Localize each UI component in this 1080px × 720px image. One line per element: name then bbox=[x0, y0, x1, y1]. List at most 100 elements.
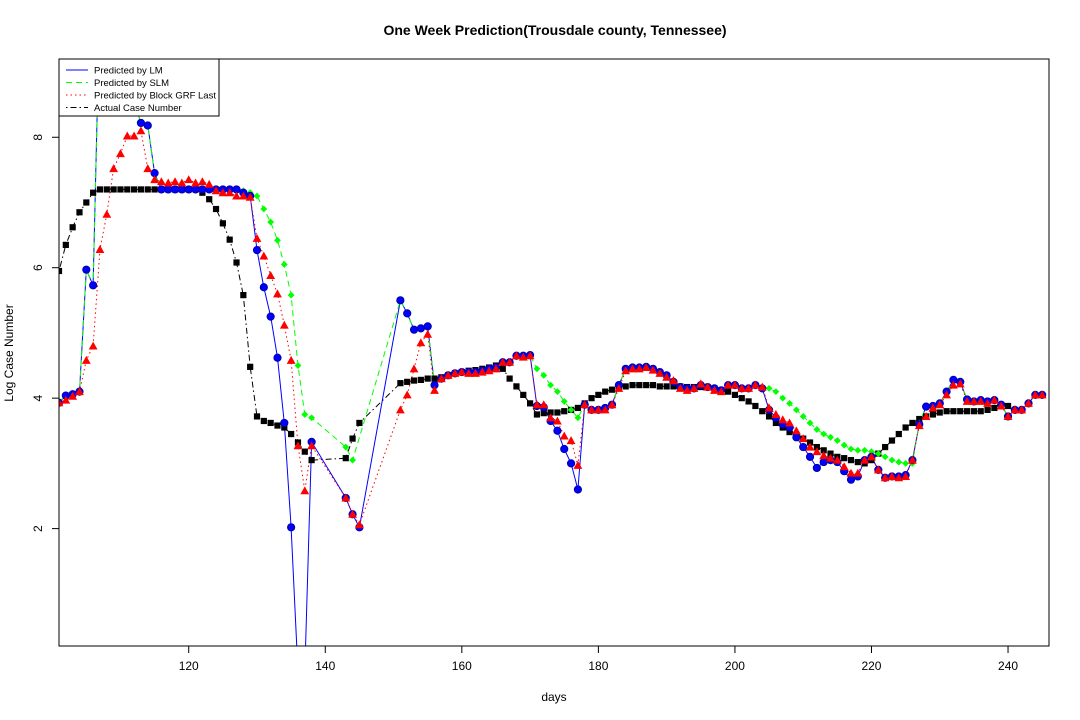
chart-title: One Week Prediction(Trousdale county, Te… bbox=[383, 22, 726, 38]
actual-point bbox=[410, 377, 418, 384]
grf-point bbox=[450, 368, 460, 377]
actual-point bbox=[431, 375, 438, 382]
actual-point bbox=[533, 411, 541, 418]
grf-point bbox=[600, 405, 610, 414]
lm-point bbox=[252, 246, 262, 255]
grf-point bbox=[928, 403, 938, 412]
grf-point bbox=[580, 400, 590, 409]
actual-point bbox=[397, 380, 404, 387]
actual-point bbox=[725, 388, 732, 395]
grf-point bbox=[143, 164, 153, 173]
grf-point bbox=[512, 351, 521, 360]
slm-point bbox=[253, 192, 261, 200]
grf-point bbox=[184, 175, 194, 184]
lm-point bbox=[273, 353, 282, 362]
grf-point bbox=[457, 367, 467, 376]
x-axis-label: days bbox=[541, 690, 566, 704]
actual-point bbox=[96, 186, 104, 193]
grf-point bbox=[716, 387, 726, 396]
grf-point bbox=[764, 403, 774, 412]
slm-point bbox=[267, 218, 275, 226]
y-axis-label: Log Case Number bbox=[2, 304, 16, 401]
lm-point bbox=[922, 402, 931, 411]
grf-point bbox=[491, 364, 501, 373]
slm-point bbox=[301, 411, 309, 418]
lm-point bbox=[280, 418, 289, 428]
grf-point bbox=[914, 421, 924, 430]
actual-point bbox=[281, 424, 288, 431]
actual-point bbox=[90, 189, 97, 196]
lm-point bbox=[184, 185, 193, 194]
plot-frame bbox=[58, 58, 1050, 647]
grf-point bbox=[157, 177, 166, 186]
grf-point bbox=[348, 509, 357, 518]
actual-point bbox=[670, 383, 677, 390]
grf-point bbox=[573, 460, 583, 469]
grf-point bbox=[232, 191, 241, 200]
grf-point bbox=[300, 486, 310, 495]
actual-point bbox=[417, 376, 424, 383]
actual-point bbox=[765, 413, 773, 420]
grf-point bbox=[191, 178, 200, 187]
actual-point bbox=[916, 415, 923, 423]
slm-point bbox=[308, 414, 316, 422]
grf-point bbox=[477, 367, 487, 376]
grf-point bbox=[170, 177, 180, 186]
grf-point bbox=[109, 164, 119, 173]
actual-point bbox=[226, 236, 233, 243]
slm-point bbox=[342, 443, 350, 451]
grf-point bbox=[498, 357, 508, 366]
actual-point bbox=[854, 458, 861, 466]
lm-point bbox=[805, 452, 815, 461]
lm-point bbox=[198, 185, 207, 194]
actual-point bbox=[936, 409, 943, 416]
grf-point bbox=[955, 379, 965, 388]
actual-point bbox=[151, 186, 158, 193]
grf-point bbox=[1024, 398, 1033, 407]
y-tick-label: 4 bbox=[31, 394, 45, 401]
actual-point bbox=[943, 408, 950, 415]
lm-point bbox=[409, 325, 419, 334]
lm-point bbox=[846, 475, 856, 484]
grf-point bbox=[539, 400, 549, 409]
grf-point bbox=[505, 357, 515, 366]
grf-point bbox=[225, 188, 235, 197]
grf-point bbox=[860, 455, 870, 464]
grf-point bbox=[81, 355, 91, 364]
grf-point bbox=[662, 372, 672, 381]
grf-point bbox=[525, 351, 535, 360]
actual-point bbox=[356, 419, 363, 427]
grf-point bbox=[730, 380, 740, 389]
slm-point bbox=[806, 419, 814, 427]
grf-point bbox=[61, 395, 71, 404]
slm-point bbox=[547, 381, 554, 389]
actual-point bbox=[629, 382, 636, 389]
grf-point bbox=[177, 178, 187, 187]
actual-point bbox=[404, 378, 411, 385]
grf-point bbox=[1030, 390, 1040, 399]
actual-point bbox=[247, 363, 254, 370]
grf-point bbox=[443, 370, 453, 379]
actual-point bbox=[1004, 402, 1012, 410]
grf-point bbox=[116, 149, 125, 158]
grf-point bbox=[402, 390, 412, 399]
grf-point bbox=[648, 365, 658, 374]
grf-point bbox=[75, 387, 84, 396]
actual-point bbox=[137, 186, 145, 193]
grf-point bbox=[791, 426, 801, 435]
grf-point bbox=[532, 400, 542, 409]
grf-point bbox=[150, 175, 159, 184]
actual-point bbox=[731, 391, 739, 398]
lm-point bbox=[423, 322, 432, 331]
grf-point bbox=[976, 397, 986, 405]
actual-point bbox=[349, 435, 356, 442]
actual-point bbox=[301, 448, 308, 455]
slm-point bbox=[833, 437, 841, 444]
grf-point bbox=[641, 363, 651, 372]
slm-point bbox=[287, 291, 295, 299]
actual-point bbox=[513, 383, 520, 390]
grf-point bbox=[962, 397, 972, 405]
grf-point bbox=[628, 364, 637, 373]
slm-point bbox=[827, 433, 834, 441]
grf-point bbox=[805, 442, 815, 451]
